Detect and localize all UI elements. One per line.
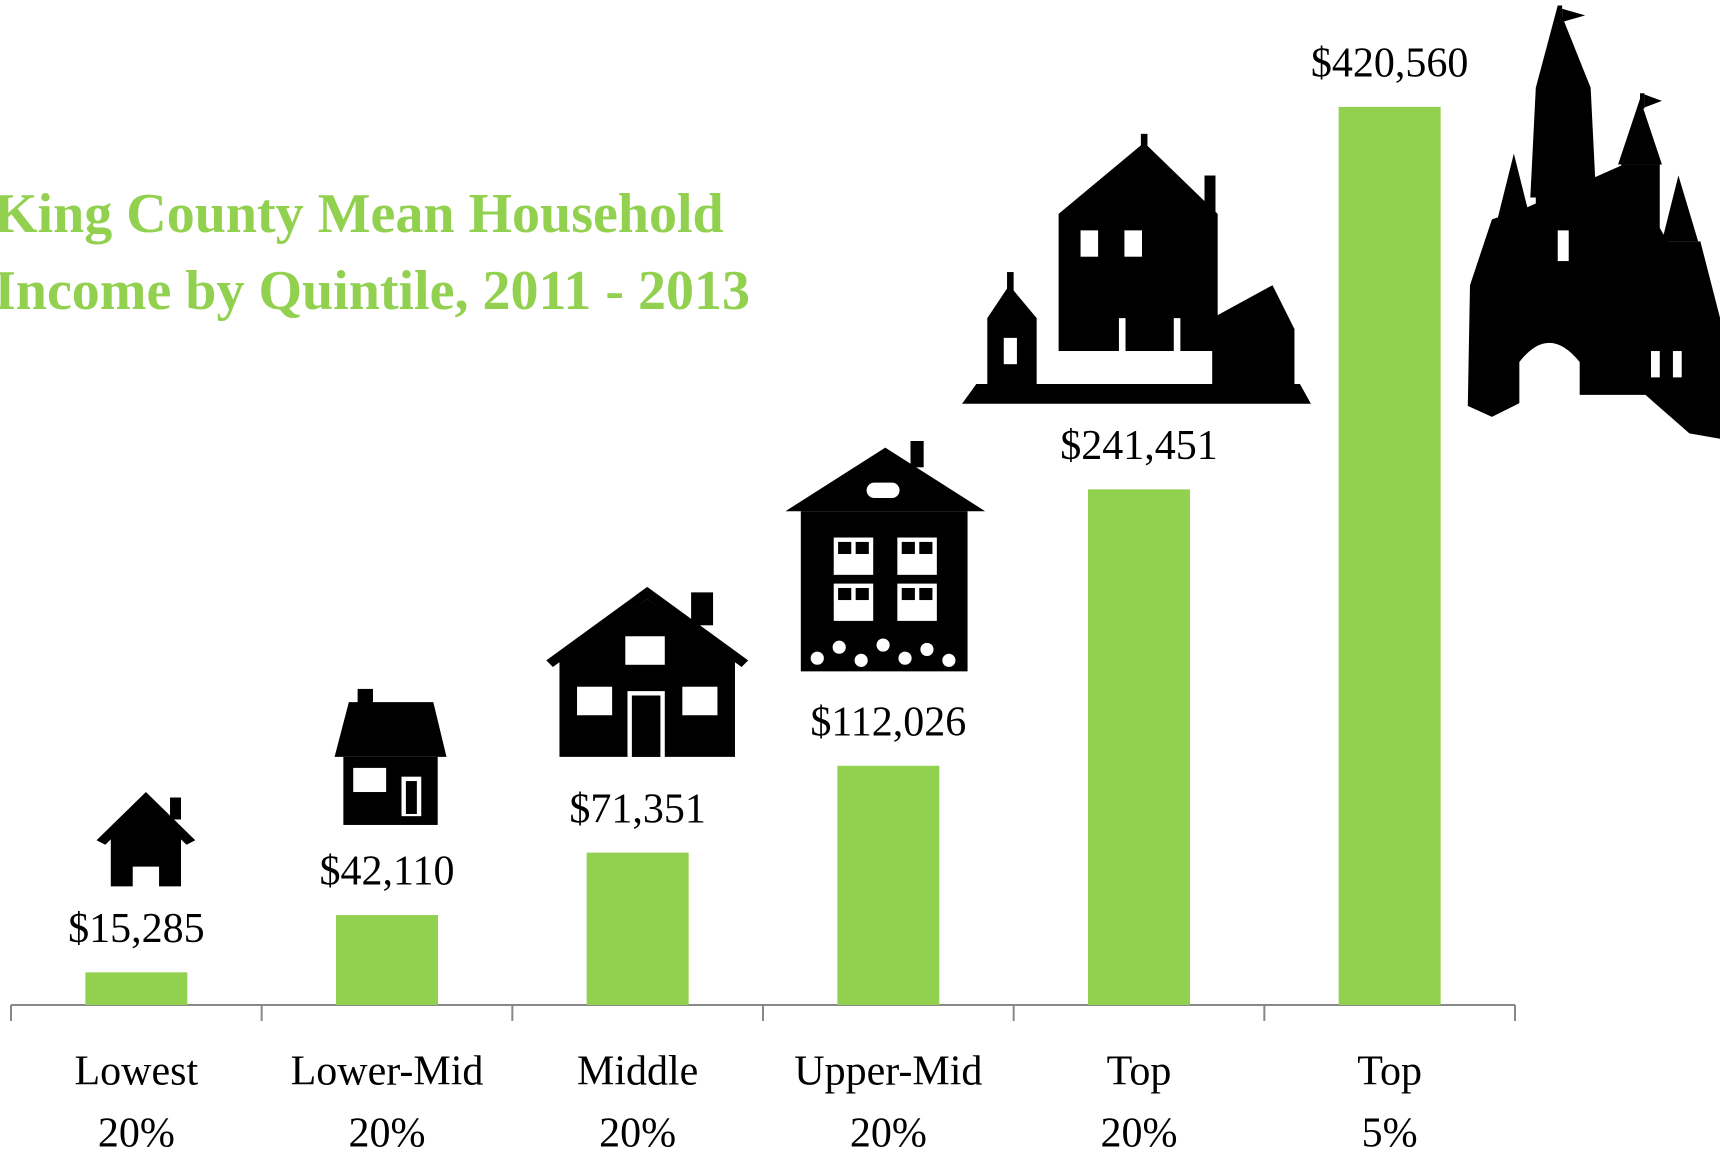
bar	[1088, 489, 1190, 1005]
x-tick-label: Upper-Mid	[794, 1049, 982, 1095]
chart-title: King County Mean Household	[0, 183, 724, 245]
x-tick-label: Lowest	[75, 1049, 199, 1095]
bar	[837, 765, 940, 1005]
mansion-icon	[962, 133, 1311, 404]
x-tick-label: 20%	[349, 1111, 426, 1157]
castle-icon	[1467, 5, 1720, 439]
bar	[586, 852, 689, 1005]
value-label: $241,451	[1060, 423, 1218, 469]
x-tick-label: Top	[1357, 1049, 1422, 1095]
house-icon	[96, 792, 196, 887]
value-label: $42,110	[320, 849, 455, 895]
bar	[85, 972, 188, 1005]
x-tick-label: 20%	[1101, 1111, 1178, 1157]
value-label: $71,351	[569, 786, 706, 832]
bar	[336, 915, 438, 1005]
icons	[96, 5, 1720, 887]
x-tick-label: Middle	[577, 1049, 698, 1095]
house-icon	[334, 688, 447, 825]
bar	[1338, 106, 1441, 1006]
chart-title: Income by Quintile, 2011 - 2013	[0, 260, 750, 322]
house-icon	[546, 586, 749, 757]
value-label: $15,285	[68, 906, 205, 952]
x-tick-label: Top	[1107, 1049, 1172, 1095]
x-tick-label: 20%	[850, 1111, 927, 1157]
x-tick-label: Lower-Mid	[291, 1049, 484, 1095]
value-label: $420,560	[1311, 41, 1469, 87]
x-tick-label: 5%	[1362, 1111, 1418, 1157]
house-icon	[785, 440, 986, 672]
value-label: $112,026	[810, 699, 966, 745]
x-tick-label: 20%	[98, 1111, 175, 1157]
x-tick-label: 20%	[599, 1111, 676, 1157]
